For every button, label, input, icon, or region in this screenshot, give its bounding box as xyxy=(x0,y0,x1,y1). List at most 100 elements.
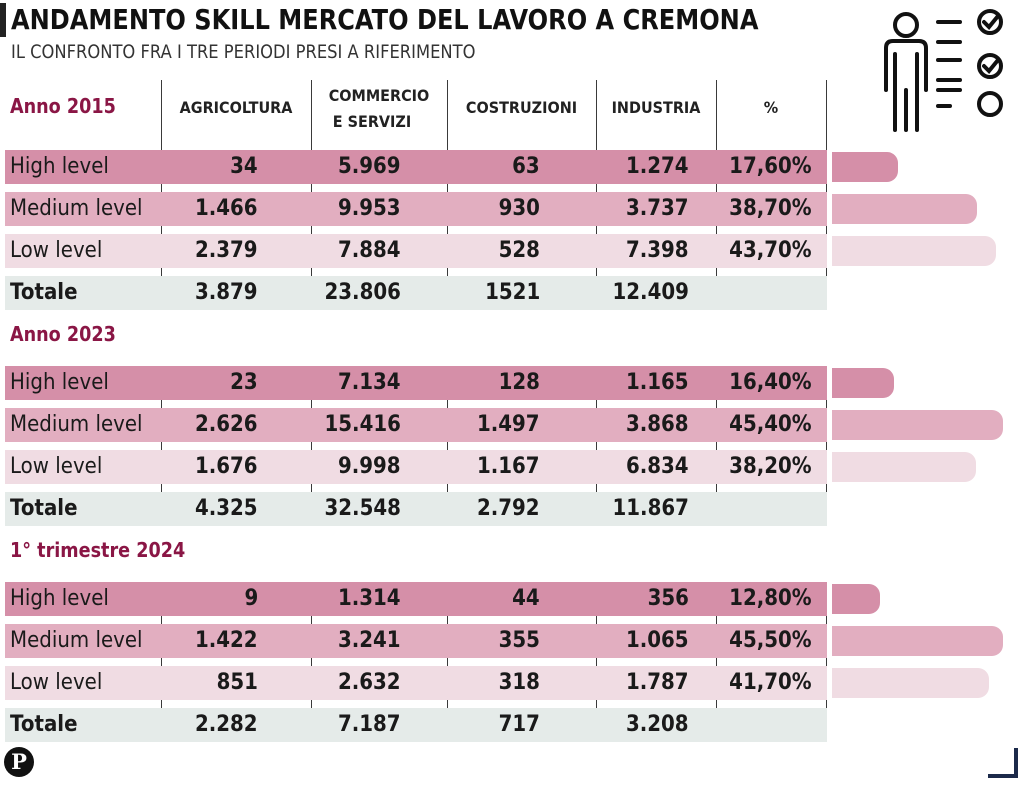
cell-commercio: 7.884 xyxy=(338,238,401,263)
cell-industria: 7.398 xyxy=(626,238,689,263)
bar-medium xyxy=(832,626,1003,656)
table-row-high: High level 23 7.134 128 1.165 16,40% xyxy=(5,366,827,400)
table-row-low: Low level 1.676 9.998 1.167 6.834 38,20% xyxy=(5,450,827,484)
cell-commercio: 9.998 xyxy=(338,454,401,479)
cell-percent: 43,70% xyxy=(729,238,812,263)
table-row-low: Low level 851 2.632 318 1.787 41,70% xyxy=(5,666,827,700)
cell-industria: 3.208 xyxy=(626,712,689,737)
cell-costruzioni: 528 xyxy=(498,238,540,263)
cell-industria: 1.274 xyxy=(626,154,689,179)
cell-commercio: 3.241 xyxy=(338,628,401,653)
cell-commercio: 32.548 xyxy=(324,496,401,521)
cell-costruzioni: 44 xyxy=(512,586,540,611)
cell-industria: 3.868 xyxy=(626,412,689,437)
cell-costruzioni: 930 xyxy=(498,196,540,221)
section-title: 1° trimestre 2024 xyxy=(10,538,186,562)
cell-agricoltura: 2.282 xyxy=(195,712,258,737)
cell-percent: 38,20% xyxy=(729,454,812,479)
column-divider xyxy=(826,583,827,741)
cell-costruzioni: 1.497 xyxy=(477,412,540,437)
cell-percent: 17,60% xyxy=(729,154,812,179)
cell-agricoltura: 1.422 xyxy=(195,628,258,653)
column-header-costruzioni: COSTRUZIONI xyxy=(465,98,578,117)
cell-costruzioni: 63 xyxy=(512,154,540,179)
table-row-total: Totale 2.282 7.187 717 3.208 xyxy=(5,708,827,742)
table-row-medium: Medium level 1.466 9.953 930 3.737 38,70% xyxy=(5,192,827,226)
cell-industria: 1.165 xyxy=(626,370,689,395)
table-row-medium: Medium level 2.626 15.416 1.497 3.868 45,40% xyxy=(5,408,827,442)
page-title: ANDAMENTO SKILL MERCATO DEL LAVORO A CRE… xyxy=(11,3,759,36)
cell-industria: 1.787 xyxy=(626,670,689,695)
section-title: Anno 2015 xyxy=(10,94,116,118)
column-divider xyxy=(826,367,827,525)
row-label: Totale xyxy=(10,496,78,521)
column-header-agricoltura: AGRICOLTURA xyxy=(179,98,293,117)
cell-commercio: 2.632 xyxy=(338,670,401,695)
corner-mark-icon xyxy=(988,748,1018,778)
table-row-high: High level 34 5.969 63 1.274 17,60% xyxy=(5,150,827,184)
cell-industria: 11.867 xyxy=(612,496,689,521)
cell-industria: 6.834 xyxy=(626,454,689,479)
cell-agricoltura: 2.379 xyxy=(195,238,258,263)
cell-commercio: 5.969 xyxy=(338,154,401,179)
row-label: Medium level xyxy=(10,196,143,221)
bar-high xyxy=(832,584,880,614)
row-label: High level xyxy=(10,586,109,611)
cell-commercio: 23.806 xyxy=(324,280,401,305)
row-label: Totale xyxy=(10,712,78,737)
person-checklist-icon xyxy=(884,9,1003,132)
bar-low xyxy=(832,236,996,266)
column-divider xyxy=(596,367,597,525)
table-row-high: High level 9 1.314 44 356 12,80% xyxy=(5,582,827,616)
column-header-industria: INDUSTRIA xyxy=(611,98,701,117)
bar-medium xyxy=(832,194,977,224)
cell-costruzioni: 2.792 xyxy=(477,496,540,521)
cell-agricoltura: 1.466 xyxy=(195,196,258,221)
table-row-medium: Medium level 1.422 3.241 355 1.065 45,50% xyxy=(5,624,827,658)
row-label: High level xyxy=(10,370,109,395)
bar-medium xyxy=(832,410,1003,440)
column-divider xyxy=(311,367,312,525)
table-row-total: Totale 3.879 23.806 1521 12.409 xyxy=(5,276,827,310)
cell-costruzioni: 1521 xyxy=(484,280,540,305)
cell-agricoltura: 4.325 xyxy=(195,496,258,521)
cell-costruzioni: 1.167 xyxy=(477,454,540,479)
title-accent-bar xyxy=(0,3,6,37)
table-row-total: Totale 4.325 32.548 2.792 11.867 xyxy=(5,492,827,526)
cell-agricoltura: 2.626 xyxy=(195,412,258,437)
table-row-low: Low level 2.379 7.884 528 7.398 43,70% xyxy=(5,234,827,268)
cell-agricoltura: 23 xyxy=(230,370,258,395)
cell-agricoltura: 851 xyxy=(216,670,258,695)
row-label: Medium level xyxy=(10,628,143,653)
column-divider xyxy=(447,367,448,525)
column-divider xyxy=(716,367,717,525)
column-divider xyxy=(447,583,448,741)
page-subtitle: IL CONFRONTO FRA I TRE PERIODI PRESI A R… xyxy=(11,41,476,63)
row-label: Low level xyxy=(10,670,103,695)
cell-percent: 38,70% xyxy=(729,196,812,221)
column-divider xyxy=(161,583,162,741)
cell-costruzioni: 717 xyxy=(498,712,540,737)
column-header-commercio-line1: COMMERCIO xyxy=(328,86,430,105)
cell-percent: 45,40% xyxy=(729,412,812,437)
cell-costruzioni: 128 xyxy=(498,370,540,395)
cell-percent: 16,40% xyxy=(729,370,812,395)
bar-low xyxy=(832,452,976,482)
cell-agricoltura: 1.676 xyxy=(195,454,258,479)
cell-costruzioni: 318 xyxy=(498,670,540,695)
column-divider xyxy=(596,583,597,741)
row-label: Low level xyxy=(10,454,103,479)
cell-agricoltura: 34 xyxy=(230,154,258,179)
cell-agricoltura: 9 xyxy=(244,586,258,611)
row-label: Totale xyxy=(10,280,78,305)
cell-commercio: 7.134 xyxy=(338,370,401,395)
column-divider xyxy=(161,367,162,525)
cell-agricoltura: 3.879 xyxy=(195,280,258,305)
cell-commercio: 15.416 xyxy=(324,412,401,437)
section-title: Anno 2023 xyxy=(10,322,116,346)
bar-high xyxy=(832,152,898,182)
cell-commercio: 9.953 xyxy=(338,196,401,221)
row-label: High level xyxy=(10,154,109,179)
cell-costruzioni: 355 xyxy=(498,628,540,653)
column-header-percent: % xyxy=(763,98,779,117)
